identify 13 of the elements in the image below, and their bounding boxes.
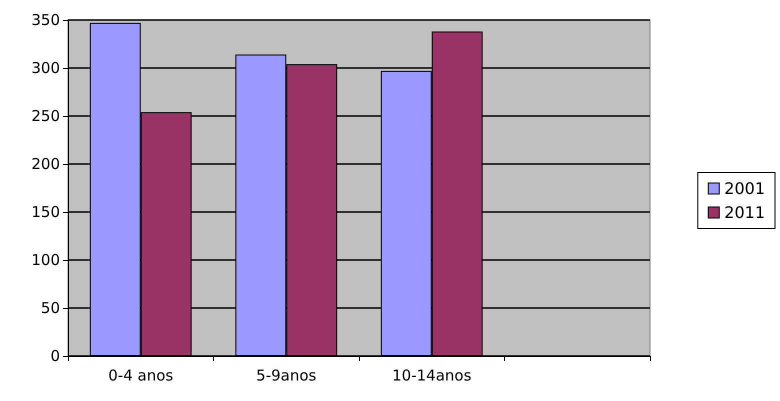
y-tick-label: 150 (31, 203, 60, 221)
y-tick-label: 0 (50, 347, 60, 365)
y-tick-label: 250 (31, 107, 60, 125)
x-tick-label: 5-9anos (256, 366, 317, 384)
legend-label: 2001 (724, 179, 765, 198)
y-tick-label: 350 (31, 11, 60, 29)
x-tick-label: 10-14anos (392, 366, 472, 384)
x-tick-label: 0-4 anos (108, 366, 174, 384)
y-tick-label: 50 (40, 299, 60, 317)
y-tick-label: 300 (31, 59, 60, 77)
legend-label: 2011 (724, 203, 765, 222)
y-tick-label: 100 (31, 251, 60, 269)
y-tick-label: 200 (31, 155, 60, 173)
